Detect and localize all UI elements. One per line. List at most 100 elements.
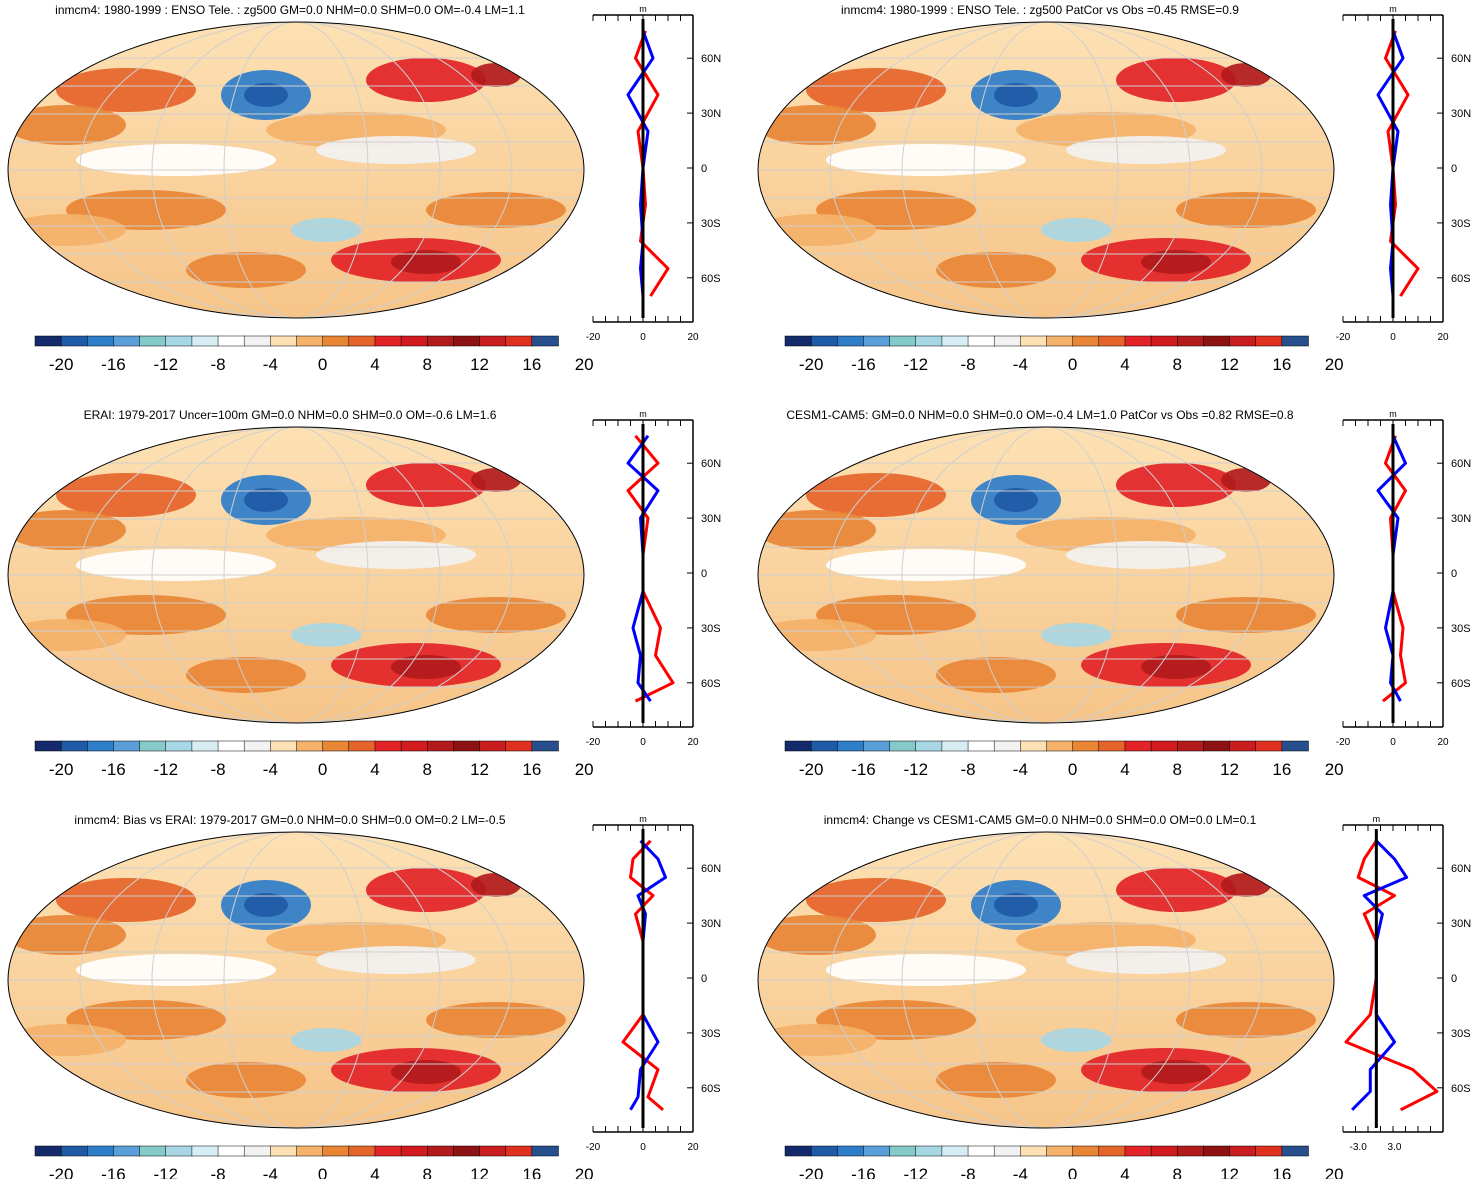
anomaly-patch xyxy=(806,473,946,517)
colorbar-swatch xyxy=(348,1145,376,1157)
profile-x-tick: 0 xyxy=(640,1142,646,1153)
anomaly-patch xyxy=(936,252,1056,288)
colorbar-tick-label: 12 xyxy=(470,760,489,779)
profile-lat-tick: 30N xyxy=(1451,108,1471,120)
colorbar-swatch xyxy=(87,335,115,347)
anomaly-patch xyxy=(316,136,476,164)
anomaly-patch xyxy=(936,1062,1056,1098)
anomaly-patch xyxy=(291,623,361,647)
colorbar-swatch xyxy=(427,335,455,347)
anomaly-patch xyxy=(806,878,946,922)
colorbar-swatch xyxy=(1098,1145,1126,1157)
profile-unit-label: m xyxy=(639,814,647,824)
colorbar-tick-label: 16 xyxy=(1272,760,1291,779)
profile-series-line xyxy=(626,30,655,297)
profile-x-tick: 0 xyxy=(1390,332,1396,343)
colorbar-swatch xyxy=(941,335,969,347)
anomaly-patch xyxy=(426,597,566,633)
anomaly-patch xyxy=(56,473,196,517)
anomaly-patch xyxy=(1041,1028,1111,1052)
colorbar-swatch xyxy=(453,1145,481,1157)
profile-x-tick: -20 xyxy=(1336,737,1351,748)
colorbar-tick-label: -4 xyxy=(1013,1165,1028,1179)
profile-series-line xyxy=(1376,30,1405,297)
colorbar-tick-label: 0 xyxy=(318,760,327,779)
profile-x-tick: 0 xyxy=(640,737,646,748)
colorbar-tick-label: -20 xyxy=(799,760,824,779)
colorbar-tick-label: 12 xyxy=(1220,355,1239,374)
anomaly-patch xyxy=(8,510,126,550)
profile-lat-tick: 60N xyxy=(701,53,721,65)
anomaly-patch xyxy=(244,893,288,917)
colorbar-swatch xyxy=(531,1145,559,1157)
colorbar-swatch xyxy=(270,1145,298,1157)
colorbar-tick-label: -12 xyxy=(903,1165,928,1179)
map-field xyxy=(8,22,584,318)
colorbar-swatch xyxy=(1150,740,1178,752)
colorbar-tick-label: -12 xyxy=(153,1165,178,1179)
colorbar-swatch xyxy=(810,335,839,347)
profile-lat-tick: 60S xyxy=(1451,678,1471,690)
profile-lat-tick: 30N xyxy=(1451,513,1471,525)
anomaly-patch xyxy=(994,893,1038,917)
colorbar-tick-label: -16 xyxy=(851,760,876,779)
colorbar-tick-label: 8 xyxy=(423,760,432,779)
colorbar-tick-label: 20 xyxy=(1325,355,1344,374)
colorbar-tick-label: 16 xyxy=(522,355,541,374)
colorbar-swatch xyxy=(400,335,429,347)
colorbar-swatch xyxy=(453,335,481,347)
colorbar-tick-label: -12 xyxy=(153,760,178,779)
anomaly-patch xyxy=(471,468,521,492)
colorbar-tick-label: 4 xyxy=(1120,355,1129,374)
profile-lat-tick: 30N xyxy=(701,108,721,120)
colorbar-swatch xyxy=(810,1145,839,1157)
profile-x-tick: -20 xyxy=(586,1142,601,1153)
colorbar-tick-label: 12 xyxy=(1220,760,1239,779)
colorbar-tick-label: 16 xyxy=(522,760,541,779)
profile-lat-tick: 30S xyxy=(1451,218,1471,230)
colorbar-tick-label: 4 xyxy=(370,355,379,374)
profile-unit-label: m xyxy=(639,4,647,14)
anomaly-patch xyxy=(758,105,876,145)
profile-lat-tick: 30S xyxy=(1451,623,1471,635)
profile-lat-tick: 60S xyxy=(701,1083,721,1095)
profile-x-tick: -20 xyxy=(586,332,601,343)
anomaly-patch xyxy=(391,1060,461,1084)
anomaly-patch xyxy=(936,657,1056,693)
colorbar-swatch xyxy=(34,1145,62,1157)
colorbar-swatch xyxy=(1046,335,1074,347)
profile-lat-tick: 30N xyxy=(701,918,721,930)
anomaly-patch xyxy=(8,915,126,955)
panel-1: inmcm4: 1980-1999 : ENSO Tele. : zg500 G… xyxy=(7,3,721,374)
colorbar-swatch xyxy=(296,1145,324,1157)
colorbar-swatch xyxy=(1255,335,1283,347)
colorbar-swatch xyxy=(1203,335,1231,347)
colorbar-tick-label: -4 xyxy=(263,1165,278,1179)
profile-lat-tick: 60S xyxy=(1451,1083,1471,1095)
colorbar-swatch xyxy=(348,740,376,752)
profile-unit-label: m xyxy=(1373,814,1381,824)
colorbar-tick-label: -20 xyxy=(49,760,74,779)
anomaly-patch xyxy=(994,83,1038,107)
colorbar-swatch xyxy=(322,1145,350,1157)
colorbar-swatch xyxy=(191,335,219,347)
anomaly-patch xyxy=(291,218,361,242)
colorbar-swatch xyxy=(915,1145,943,1157)
profile-lat-tick: 30N xyxy=(701,513,721,525)
colorbar-swatch xyxy=(217,335,245,347)
colorbar-swatch xyxy=(531,335,559,347)
colorbar-swatch xyxy=(784,1145,812,1157)
colorbar-tick-label: 12 xyxy=(470,1165,489,1179)
colorbar-swatch xyxy=(1177,335,1205,347)
profile-lat-tick: 0 xyxy=(1451,568,1457,580)
colorbar-swatch xyxy=(1124,335,1152,347)
colorbar-swatch xyxy=(374,1145,402,1157)
colorbar-tick-label: 4 xyxy=(1120,760,1129,779)
anomaly-patch xyxy=(1176,597,1316,633)
colorbar-swatch xyxy=(1150,1145,1178,1157)
anomaly-patch xyxy=(186,657,306,693)
profile-x-tick: 20 xyxy=(687,1142,699,1153)
profile-lat-tick: 60S xyxy=(1451,273,1471,285)
anomaly-patch xyxy=(1066,541,1226,569)
colorbar-swatch xyxy=(837,335,865,347)
